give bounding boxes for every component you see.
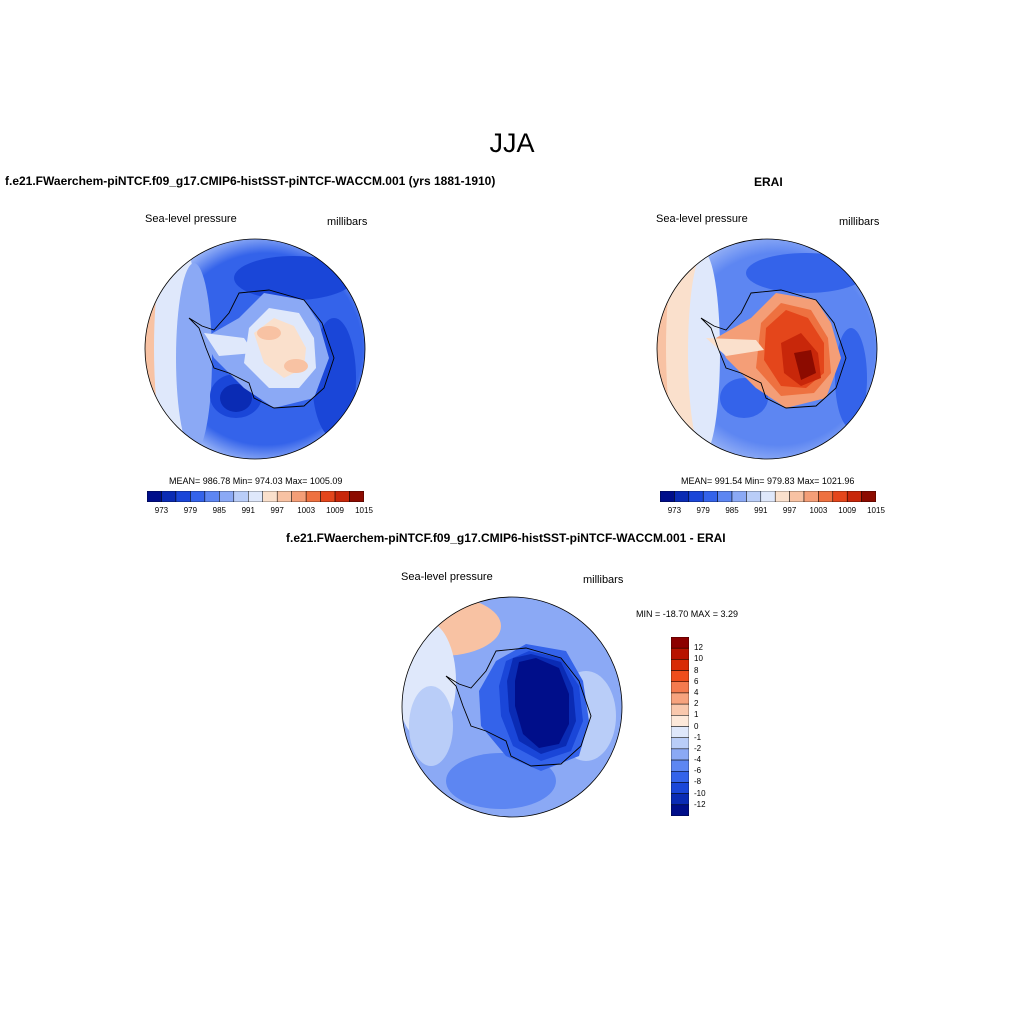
colorbar-tick-label: -2 xyxy=(694,743,702,753)
colorbar-tick-label: -6 xyxy=(694,766,702,776)
erai-colorbar xyxy=(660,491,876,502)
colorbar-tick-label: 973 xyxy=(154,506,169,515)
erai-stats: MEAN= 991.54 Min= 979.83 Max= 1021.96 xyxy=(681,476,855,486)
colorbar-tick-label: 991 xyxy=(241,506,255,515)
colorbar-swatch xyxy=(671,793,689,806)
diff-colorbar-labels: 12 10 8 6 4 2 1 0 -1 -2 -4 -6 -8 -10 -12 xyxy=(694,637,724,816)
colorbar-swatch xyxy=(671,703,689,716)
diff-colorbar xyxy=(671,637,689,816)
colorbar-swatch xyxy=(671,647,689,660)
colorbar-swatch xyxy=(305,491,321,502)
model-units-label: millibars xyxy=(327,216,368,228)
colorbar-tick-label: 991 xyxy=(754,506,768,515)
colorbar-swatch xyxy=(276,491,292,502)
colorbar-tick-label: 12 xyxy=(694,643,703,653)
colorbar-tick-label: -4 xyxy=(694,755,702,765)
colorbar-tick-label: -8 xyxy=(694,777,702,787)
colorbar-swatch xyxy=(671,737,689,750)
colorbar-swatch xyxy=(190,491,206,502)
colorbar-tick-label: 1 xyxy=(694,710,699,720)
colorbar-tick-label: 997 xyxy=(782,506,797,515)
colorbar-swatch xyxy=(262,491,278,502)
colorbar-tick-label: 985 xyxy=(725,506,739,515)
colorbar-swatch xyxy=(248,491,263,502)
model-field-label: Sea-level pressure xyxy=(145,213,237,225)
model-colorbar-labels: 973 979 985 991 997 1003 1009 1015 xyxy=(147,506,373,518)
colorbar-swatch xyxy=(688,491,704,502)
colorbar-swatch xyxy=(291,491,307,502)
erai-field-label: Sea-level pressure xyxy=(656,213,748,225)
colorbar-tick-label: 997 xyxy=(270,506,284,515)
erai-polar-map xyxy=(656,238,878,460)
model-panel-title: f.e21.FWaerchem-piNTCF.f09_g17.CMIP6-his… xyxy=(5,174,496,188)
colorbar-swatch xyxy=(204,491,220,502)
main-title: JJA xyxy=(489,128,535,158)
colorbar-swatch xyxy=(671,659,689,671)
colorbar-swatch xyxy=(349,491,364,502)
colorbar-swatch xyxy=(846,491,862,502)
colorbar-tick-label: 10 xyxy=(694,654,703,664)
colorbar-swatch xyxy=(660,491,675,502)
colorbar-swatch xyxy=(671,692,689,705)
diff-panel-title: f.e21.FWaerchem-piNTCF.f09_g17.CMIP6-his… xyxy=(286,531,726,545)
colorbar-swatch xyxy=(671,681,689,694)
colorbar-swatch xyxy=(731,491,747,502)
colorbar-tick-label: -10 xyxy=(694,788,706,798)
colorbar-swatch xyxy=(861,491,876,502)
colorbar-swatch xyxy=(161,491,177,502)
colorbar-swatch xyxy=(674,491,690,502)
colorbar-tick-label: -1 xyxy=(694,732,702,742)
diff-units-label: millibars xyxy=(583,574,624,586)
erai-panel-title: ERAI xyxy=(754,175,783,189)
colorbar-swatch xyxy=(334,491,350,502)
colorbar-swatch xyxy=(671,782,689,794)
model-stats: MEAN= 986.78 Min= 974.03 Max= 1005.09 xyxy=(169,476,343,486)
colorbar-tick-label: 985 xyxy=(212,506,227,515)
colorbar-swatch xyxy=(671,771,689,783)
erai-units-label: millibars xyxy=(839,216,880,228)
colorbar-tick-label: 2 xyxy=(694,699,699,709)
colorbar-swatch xyxy=(671,804,689,816)
model-polar-map xyxy=(144,238,366,460)
colorbar-swatch xyxy=(760,491,776,502)
colorbar-tick-label: 1009 xyxy=(838,506,857,515)
colorbar-swatch xyxy=(219,491,235,502)
diff-stats: MIN = -18.70 MAX = 3.29 xyxy=(636,609,739,619)
colorbar-tick-label: 1015 xyxy=(355,506,373,515)
colorbar-tick-label: 8 xyxy=(694,665,699,675)
colorbar-tick-label: 979 xyxy=(183,506,198,515)
erai-colorbar-labels: 973 979 985 991 997 1003 1009 1015 xyxy=(660,506,885,518)
colorbar-swatch xyxy=(671,759,689,772)
colorbar-tick-label: 973 xyxy=(667,506,682,515)
colorbar-swatch xyxy=(774,491,790,502)
colorbar-tick-label: 1009 xyxy=(326,506,344,515)
colorbar-tick-label: 1003 xyxy=(297,506,316,515)
model-colorbar xyxy=(147,491,364,502)
diff-polar-map xyxy=(401,596,623,818)
colorbar-swatch xyxy=(717,491,733,502)
colorbar-tick-label: 4 xyxy=(694,687,699,697)
diff-field-label: Sea-level pressure xyxy=(401,571,493,583)
colorbar-swatch xyxy=(803,491,819,502)
colorbar-swatch xyxy=(671,637,689,649)
colorbar-swatch xyxy=(671,748,689,761)
colorbar-swatch xyxy=(147,491,162,502)
colorbar-swatch xyxy=(746,491,762,502)
colorbar-tick-label: 979 xyxy=(696,506,710,515)
colorbar-swatch xyxy=(789,491,805,502)
colorbar-tick-label: 6 xyxy=(694,676,699,686)
colorbar-swatch xyxy=(832,491,848,502)
colorbar-tick-label: 0 xyxy=(694,721,699,731)
colorbar-swatch xyxy=(671,726,689,738)
colorbar-swatch xyxy=(233,491,249,502)
colorbar-tick-label: 1003 xyxy=(809,506,828,515)
colorbar-swatch xyxy=(320,491,336,502)
colorbar-swatch xyxy=(671,715,689,727)
colorbar-swatch xyxy=(702,491,718,502)
colorbar-swatch xyxy=(175,491,191,502)
colorbar-tick-label: 1015 xyxy=(867,506,885,515)
colorbar-swatch xyxy=(818,491,834,502)
colorbar-tick-label: -12 xyxy=(694,799,706,809)
colorbar-swatch xyxy=(671,670,689,682)
